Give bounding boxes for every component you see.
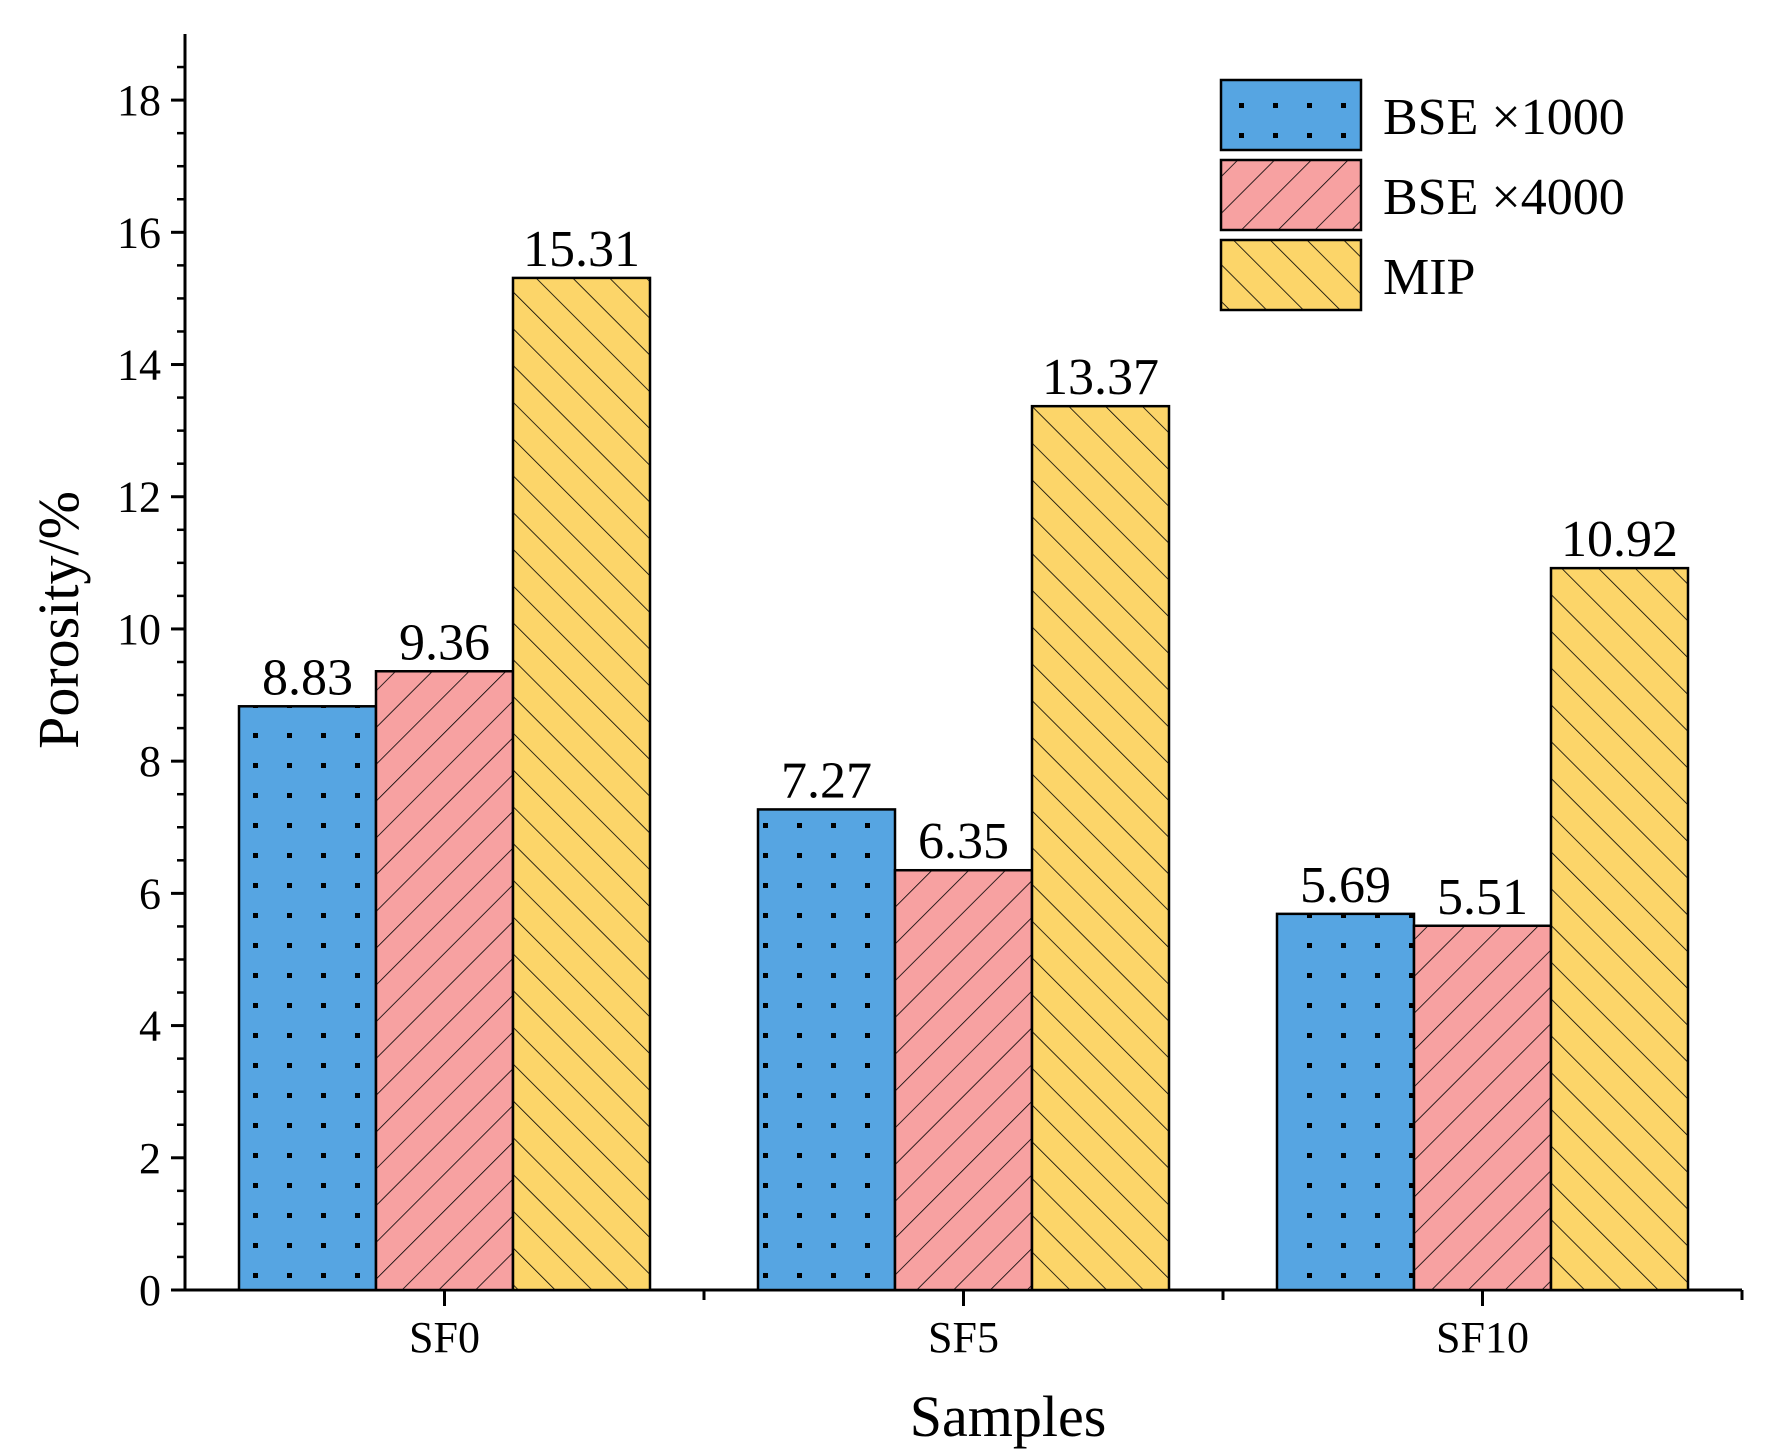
data-label: 5.51 bbox=[1437, 869, 1528, 926]
bar bbox=[756, 808, 897, 1292]
bar bbox=[893, 868, 1034, 1292]
bars bbox=[237, 276, 1690, 1292]
data-label: 6.35 bbox=[918, 813, 1009, 870]
bar bbox=[1275, 912, 1416, 1292]
y-tick-label: 12 bbox=[117, 473, 161, 522]
legend-swatch bbox=[1219, 238, 1363, 312]
y-tick-label: 8 bbox=[139, 737, 161, 786]
data-labels: 8.83 9.36 15.31 7.27 6.35 13.37 5.69 5.51 10.92 bbox=[262, 221, 1678, 926]
y-tick-label: 10 bbox=[117, 605, 161, 654]
y-tick-label: 2 bbox=[139, 1134, 161, 1183]
x-tick-label: SF10 bbox=[1436, 1313, 1529, 1362]
bar bbox=[1030, 404, 1171, 1292]
bar bbox=[374, 670, 515, 1292]
y-tick-label: 6 bbox=[139, 869, 161, 918]
bar bbox=[1412, 924, 1553, 1292]
data-label: 5.69 bbox=[1300, 857, 1391, 914]
x-axis-title: Samples bbox=[910, 1384, 1107, 1449]
x-tick-label: SF0 bbox=[409, 1313, 480, 1362]
data-label: 15.31 bbox=[523, 221, 640, 278]
y-axis-title: Porosity/% bbox=[26, 491, 91, 749]
bar bbox=[237, 705, 378, 1292]
y-tick-label: 16 bbox=[117, 208, 161, 257]
data-label: 13.37 bbox=[1042, 349, 1159, 406]
legend-swatch bbox=[1219, 158, 1363, 232]
x-tick-label: SF5 bbox=[928, 1313, 999, 1362]
y-tick-label: 14 bbox=[117, 341, 161, 390]
data-label: 10.92 bbox=[1561, 511, 1678, 568]
legend-swatch bbox=[1219, 78, 1363, 152]
bar bbox=[511, 276, 652, 1292]
y-tick-label: 0 bbox=[139, 1266, 161, 1315]
legend-label: MIP bbox=[1383, 249, 1475, 306]
y-tick-label: 18 bbox=[117, 76, 161, 125]
data-label: 9.36 bbox=[399, 614, 490, 671]
legend: BSE ×1000 BSE ×4000 MIP bbox=[1219, 78, 1625, 312]
data-label: 7.27 bbox=[781, 752, 872, 809]
data-label: 8.83 bbox=[262, 649, 353, 706]
legend-label: BSE ×1000 bbox=[1383, 89, 1625, 146]
y-tick-label: 4 bbox=[139, 1002, 161, 1051]
bar bbox=[1549, 566, 1690, 1292]
legend-label: BSE ×4000 bbox=[1383, 169, 1625, 226]
